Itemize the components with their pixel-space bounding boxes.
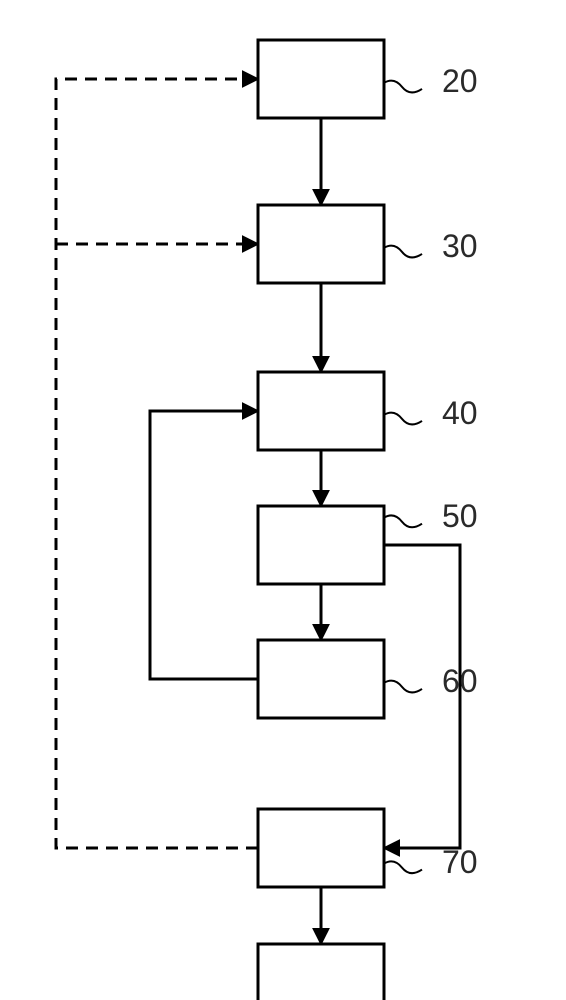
node-n50 — [258, 506, 384, 584]
squiggle-n20 — [384, 81, 422, 93]
label-n70: 70 — [442, 844, 478, 880]
squiggle-n40 — [384, 413, 422, 425]
label-n60: 60 — [442, 663, 478, 699]
label-n40: 40 — [442, 395, 478, 431]
node-n30 — [258, 205, 384, 283]
flowchart-diagram: 20 30 40 50 60 70 — [0, 0, 566, 1000]
node-n80 — [258, 944, 384, 1000]
squiggle-n30 — [384, 246, 422, 258]
node-n40 — [258, 372, 384, 450]
squiggle-n50 — [384, 515, 422, 527]
node-n60 — [258, 640, 384, 718]
label-n30: 30 — [442, 228, 478, 264]
edge-n60-n40 — [150, 411, 258, 679]
edge-n70-n20 — [56, 79, 258, 848]
node-n70 — [258, 809, 384, 887]
label-n50: 50 — [442, 498, 478, 534]
squiggle-n70 — [384, 861, 422, 873]
label-n20: 20 — [442, 63, 478, 99]
node-n20 — [258, 40, 384, 118]
squiggle-n60 — [384, 681, 422, 693]
